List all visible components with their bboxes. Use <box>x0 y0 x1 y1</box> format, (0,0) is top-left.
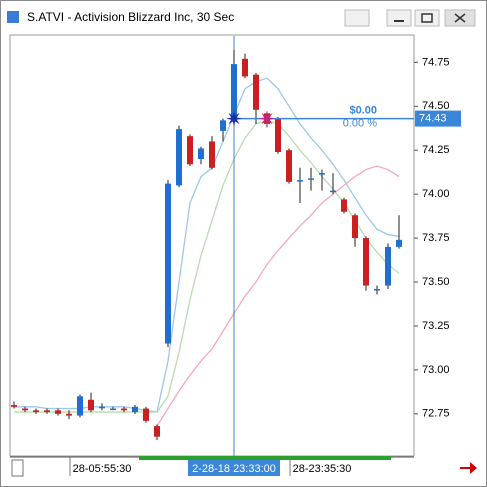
y-tick-label: 73.75 <box>422 232 450 244</box>
candle-body <box>44 410 50 413</box>
candle-body <box>22 408 28 411</box>
candle-body <box>121 408 127 411</box>
candle-body <box>176 129 182 186</box>
session-bar <box>139 456 391 460</box>
candle-body <box>363 238 369 286</box>
candle-body <box>352 215 358 239</box>
y-tick-label: 73.25 <box>422 320 450 332</box>
candle-body <box>165 183 171 344</box>
candle-body <box>187 136 193 165</box>
y-tick-label: 74.25 <box>422 144 450 156</box>
y-tick-label: 73.00 <box>422 364 450 376</box>
y-tick-label: 72.75 <box>422 408 450 420</box>
scroll-handle[interactable] <box>11 459 24 477</box>
candle-body <box>231 64 237 117</box>
y-tick-label: 74.50 <box>422 100 450 112</box>
price-tag <box>415 110 461 127</box>
y-tick-label: 74.75 <box>422 56 450 68</box>
candle-body <box>396 239 402 247</box>
candle-body <box>88 399 94 411</box>
candle-body <box>220 120 226 131</box>
candle-body <box>319 173 325 175</box>
candle-body <box>110 408 116 411</box>
x-tick-label: 28-05:55:30 <box>73 463 132 475</box>
candle-body <box>330 190 336 193</box>
moving-average <box>156 165 400 427</box>
candle-body <box>11 405 17 407</box>
buy-marker <box>226 110 242 127</box>
x-tick-label: 2-28-18 23:33:00 <box>192 463 276 475</box>
candle-body <box>275 118 281 152</box>
position-pnl: $0.00 <box>349 105 377 117</box>
scroll-right-arrow[interactable] <box>460 462 477 474</box>
candle-body <box>143 408 149 421</box>
price-tag-label: 74.43 <box>419 113 447 125</box>
candle-body <box>341 199 347 212</box>
candle-body <box>55 410 61 414</box>
candle-body <box>154 426 160 437</box>
candle-body <box>308 178 314 180</box>
candle-body <box>374 289 380 291</box>
candle-body <box>77 396 83 416</box>
plot-area <box>9 34 415 457</box>
candle-body <box>66 413 72 416</box>
candle-body <box>132 406 138 413</box>
y-tick-label: 73.50 <box>422 276 450 288</box>
candle-body <box>385 246 391 286</box>
candle-body <box>253 74 259 110</box>
minimize-button[interactable] <box>386 9 412 27</box>
candle-body <box>33 410 39 413</box>
maximize-icon <box>421 13 433 23</box>
app-icon <box>7 11 19 23</box>
x-label-highlight <box>188 460 280 476</box>
candle-body <box>99 406 105 409</box>
y-tick-label: 74.00 <box>422 188 450 200</box>
x-tick-label: 28-23:35:30 <box>293 463 352 475</box>
maximize-button[interactable] <box>414 9 440 27</box>
close-icon <box>454 13 466 23</box>
candle-body <box>297 180 303 182</box>
position-pnl-pct: 0.00 % <box>343 118 377 130</box>
link-button[interactable] <box>344 9 370 27</box>
sell-marker <box>259 110 275 127</box>
candle-body <box>209 141 215 168</box>
candle-body <box>198 148 204 160</box>
candle-body <box>242 58 248 77</box>
window-title: S.ATVI - Activision Blizzard Inc, 30 Sec <box>27 10 234 24</box>
candle-body <box>286 150 292 182</box>
